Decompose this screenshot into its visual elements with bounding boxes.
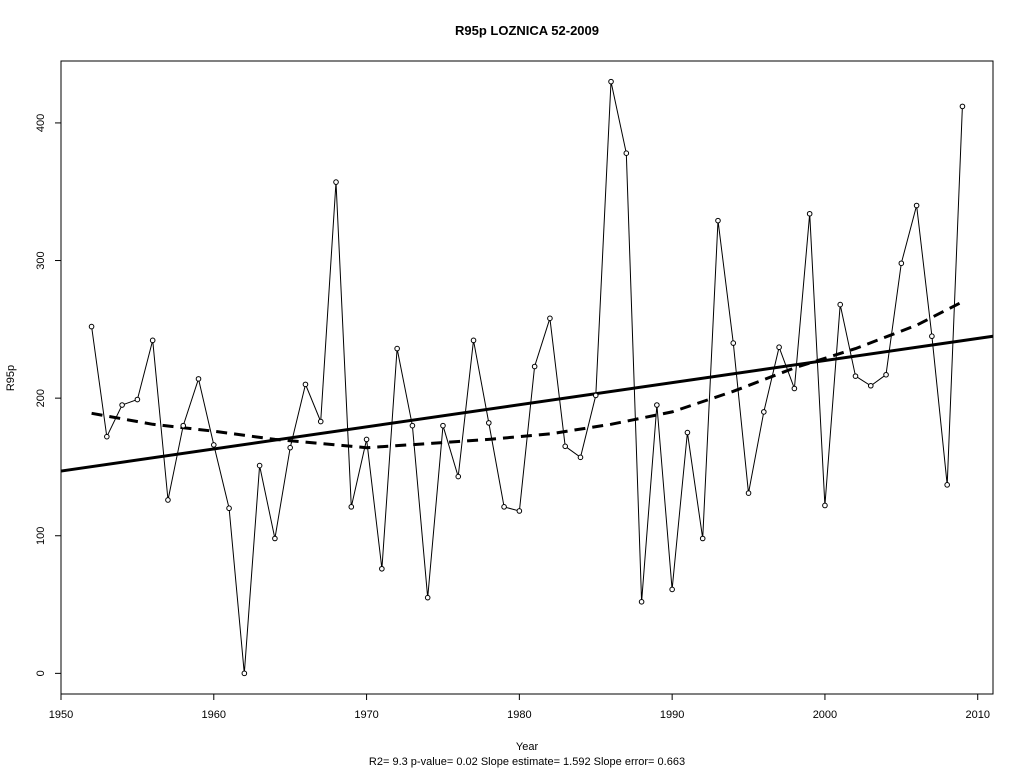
data-point (745, 490, 752, 496)
data-point (852, 373, 859, 379)
data-point (837, 301, 844, 308)
x-tick-label: 1960 (202, 709, 226, 721)
linear-trend-line (60, 334, 994, 473)
data-point (516, 508, 523, 514)
data-point (104, 433, 110, 440)
chart-marks (60, 78, 994, 677)
data-point (287, 444, 293, 451)
x-tick-label: 1970 (354, 709, 378, 721)
data-point (959, 103, 966, 110)
data-point (913, 202, 920, 209)
data-point (134, 396, 141, 403)
data-point (944, 482, 950, 488)
data-point (455, 473, 462, 480)
data-point (149, 337, 156, 344)
data-point (470, 337, 477, 344)
data-point (806, 210, 813, 217)
data-point (241, 670, 248, 677)
data-point (272, 535, 278, 542)
data-point (394, 345, 400, 352)
y-tick-label: 0 (35, 670, 47, 676)
y-tick-label: 300 (35, 251, 47, 269)
data-point (486, 420, 492, 426)
chart-title: R95p LOZNICA 52-2009 (455, 23, 599, 38)
data-point (501, 504, 507, 510)
data-point (715, 217, 721, 224)
data-point (165, 497, 171, 503)
data-point (226, 505, 232, 512)
data-point (776, 344, 782, 351)
data-point (730, 340, 737, 346)
data-point (669, 586, 675, 593)
data-point (119, 402, 125, 408)
smoothed-trend-line (91, 300, 964, 450)
data-point (440, 422, 446, 429)
data-point (547, 315, 553, 322)
regression-stats: R2= 9.3 p-value= 0.02 Slope estimate= 1.… (369, 756, 685, 768)
data-point (684, 429, 691, 436)
data-point (791, 385, 798, 392)
data-point (654, 402, 660, 408)
x-tick-label: 1990 (660, 709, 684, 721)
data-point (638, 599, 645, 605)
x-tick-label: 1950 (49, 709, 73, 721)
data-point (822, 502, 828, 509)
data-point (409, 422, 416, 429)
y-tick-label: 200 (35, 389, 47, 407)
y-tick-label: 400 (35, 114, 47, 132)
data-point (898, 260, 905, 267)
data-point (256, 462, 263, 469)
data-point (699, 535, 706, 542)
y-axis: 0 100 200 300 400 (35, 114, 61, 676)
data-point (88, 323, 95, 330)
data-point (180, 422, 187, 429)
data-point (623, 150, 630, 156)
data-point (867, 382, 874, 389)
data-point (562, 443, 568, 450)
y-axis-label: R95p (5, 365, 17, 391)
x-tick-label: 2010 (965, 709, 989, 721)
y-tick-label: 100 (35, 527, 47, 545)
data-point (210, 442, 217, 448)
observed-series-line (91, 81, 963, 674)
x-axis: 1950 1960 1970 1980 1990 2000 2010 (49, 694, 990, 721)
x-tick-label: 1980 (507, 709, 531, 721)
data-point (577, 454, 584, 461)
data-point (348, 504, 355, 510)
data-point (929, 333, 935, 340)
data-point (302, 381, 309, 388)
x-tick-label: 2000 (813, 709, 837, 721)
data-point (333, 179, 339, 185)
x-axis-label: Year (516, 741, 539, 753)
plot-frame (60, 60, 994, 695)
data-point (531, 363, 538, 370)
data-point (363, 436, 370, 443)
data-point (761, 409, 767, 415)
data-point (317, 418, 324, 425)
data-point (379, 565, 385, 572)
data-point (608, 78, 614, 85)
data-point (883, 371, 889, 378)
data-point (592, 392, 599, 399)
data-point (424, 594, 431, 601)
data-point (195, 376, 202, 382)
